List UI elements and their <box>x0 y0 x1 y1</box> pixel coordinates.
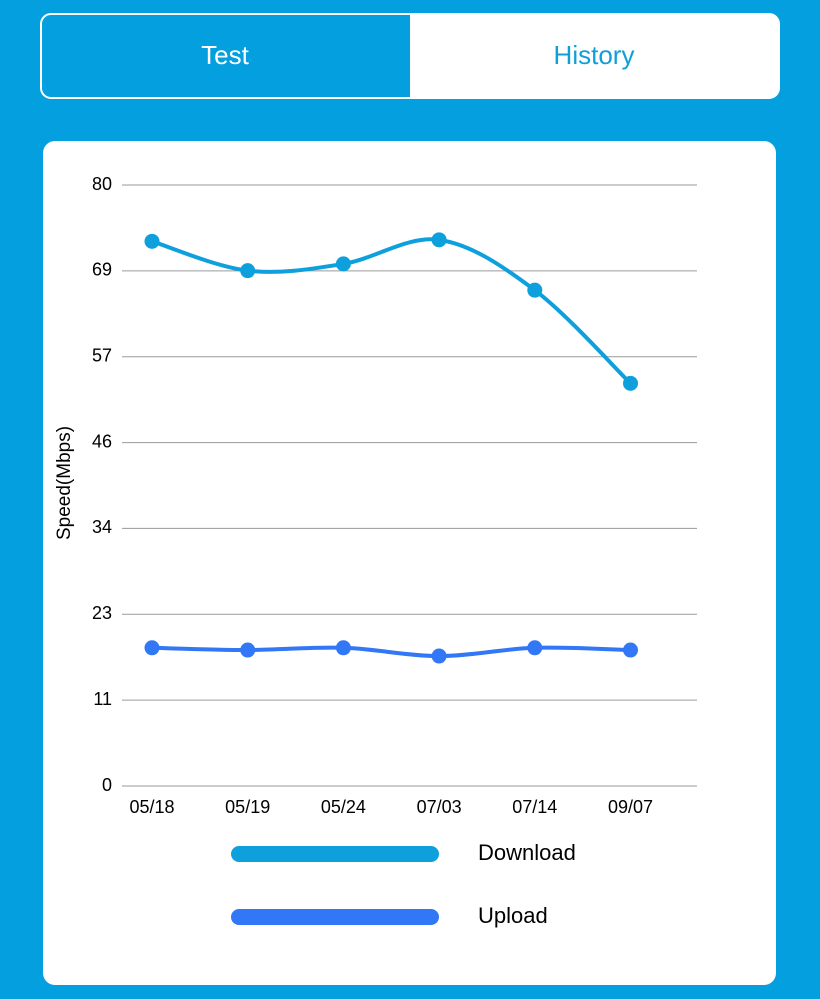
data-point <box>144 233 160 249</box>
y-tick-label: 80 <box>92 174 112 194</box>
y-tick-label: 46 <box>92 431 112 451</box>
series-line <box>151 237 632 385</box>
y-tick-label: 11 <box>93 689 112 709</box>
tab-test[interactable]: Test <box>201 40 249 70</box>
y-tick-label: 23 <box>92 603 112 623</box>
x-tick-label: 05/24 <box>321 797 366 817</box>
y-tick-label: 69 <box>92 260 112 280</box>
y-tick-label: 34 <box>92 517 112 537</box>
data-point <box>527 640 543 656</box>
series-line <box>151 645 631 659</box>
x-tick-label: 09/07 <box>608 797 653 817</box>
data-point <box>240 263 256 279</box>
data-point <box>144 640 160 656</box>
data-point <box>335 640 351 656</box>
data-point <box>623 642 638 658</box>
x-tick-label: 07/03 <box>417 797 462 817</box>
data-point <box>431 232 447 248</box>
chart-card <box>43 141 776 985</box>
tab-history[interactable]: History <box>554 40 635 70</box>
data-point <box>240 642 256 658</box>
x-tick-label: 05/18 <box>129 797 174 817</box>
legend-label: Upload <box>478 903 548 928</box>
y-tick-label: 0 <box>102 775 112 795</box>
x-tick-label: 05/19 <box>225 797 270 817</box>
data-point <box>431 648 447 664</box>
data-point <box>335 256 351 272</box>
x-tick-label: 07/14 <box>512 797 557 817</box>
y-axis-label: Speed(Mbps) <box>54 426 75 540</box>
data-point <box>527 282 543 298</box>
data-point <box>623 375 638 391</box>
legend-label: Download <box>478 840 576 865</box>
tab-active[interactable] <box>42 15 410 97</box>
y-tick-label: 57 <box>92 345 112 365</box>
